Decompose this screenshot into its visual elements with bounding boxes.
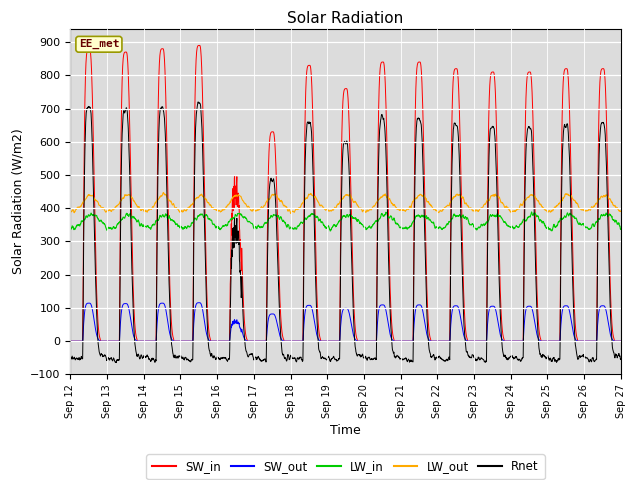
SW_in (584, 338, 591, 344)
LW_out (569, 196, 577, 202)
Title: Solar Radiation: Solar Radiation (287, 11, 404, 26)
SW_out (584, 338, 591, 344)
SW_in (568, 236, 576, 242)
Line: Rnet: Rnet (70, 102, 621, 363)
LW_in (506, 224, 513, 229)
Rnet (617, 356, 625, 362)
Line: LW_out: LW_out (70, 192, 621, 213)
LW_out (506, 208, 514, 214)
SW_in (362, 338, 369, 344)
Rnet (362, 355, 370, 360)
SW_out (196, 300, 204, 306)
SW_out (362, 338, 369, 344)
LW_in (617, 227, 625, 232)
SW_out (617, 338, 625, 344)
LW_in (374, 219, 381, 225)
LW_in (569, 213, 577, 219)
Rnet (113, 360, 120, 366)
LW_in (326, 228, 334, 234)
SW_in (220, 338, 228, 344)
Rnet (374, 203, 381, 209)
SW_in (196, 43, 204, 48)
Rnet (67, 357, 74, 362)
LW_out (617, 208, 625, 214)
LW_out (362, 209, 370, 215)
SW_out (67, 338, 74, 344)
Rnet (569, 276, 577, 282)
LW_out (374, 198, 381, 204)
Text: EE_met: EE_met (79, 39, 119, 49)
SW_in (617, 338, 625, 344)
SW_in (506, 338, 513, 344)
Line: SW_out: SW_out (70, 303, 621, 341)
Rnet (195, 99, 202, 105)
LW_in (362, 225, 369, 230)
LW_out (67, 208, 74, 214)
SW_out (374, 318, 381, 324)
Line: LW_in: LW_in (70, 212, 621, 231)
Y-axis label: Solar Radiation (W/m2): Solar Radiation (W/m2) (12, 129, 25, 275)
LW_out (159, 190, 167, 195)
LW_out (287, 210, 294, 216)
SW_out (506, 338, 513, 344)
Line: SW_in: SW_in (70, 46, 621, 341)
Rnet (584, 356, 592, 362)
SW_in (67, 338, 74, 344)
X-axis label: Time: Time (330, 424, 361, 437)
LW_in (67, 226, 74, 231)
LW_out (220, 206, 228, 212)
Rnet (221, 355, 228, 361)
SW_out (220, 338, 228, 344)
SW_in (374, 183, 381, 189)
SW_out (568, 325, 576, 331)
LW_out (584, 208, 592, 214)
LW_in (220, 223, 228, 229)
Legend: SW_in, SW_out, LW_in, LW_out, Rnet: SW_in, SW_out, LW_in, LW_out, Rnet (147, 454, 545, 479)
LW_in (584, 225, 592, 231)
LW_in (528, 209, 536, 215)
Rnet (506, 355, 514, 360)
